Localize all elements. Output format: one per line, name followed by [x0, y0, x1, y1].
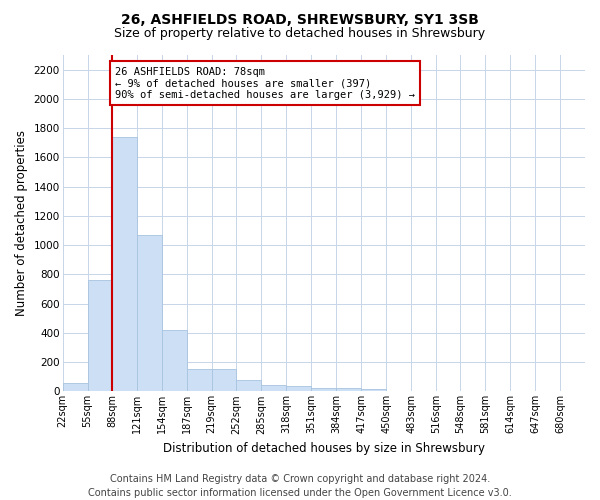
Bar	[137, 235, 163, 392]
Text: 26, ASHFIELDS ROAD, SHREWSBURY, SY1 3SB: 26, ASHFIELDS ROAD, SHREWSBURY, SY1 3SB	[121, 12, 479, 26]
Text: Size of property relative to detached houses in Shrewsbury: Size of property relative to detached ho…	[115, 28, 485, 40]
Bar	[286, 386, 311, 392]
Text: 26 ASHFIELDS ROAD: 78sqm
← 9% of detached houses are smaller (397)
90% of semi-d: 26 ASHFIELDS ROAD: 78sqm ← 9% of detache…	[115, 66, 415, 100]
Bar	[62, 384, 88, 392]
Bar	[187, 368, 212, 392]
Bar	[311, 388, 336, 392]
Bar	[212, 368, 236, 392]
Bar	[262, 385, 286, 392]
Bar	[163, 330, 187, 392]
Text: Contains HM Land Registry data © Crown copyright and database right 2024.
Contai: Contains HM Land Registry data © Crown c…	[88, 474, 512, 498]
Bar	[361, 389, 386, 392]
Bar	[236, 380, 262, 392]
X-axis label: Distribution of detached houses by size in Shrewsbury: Distribution of detached houses by size …	[163, 442, 485, 455]
Bar	[88, 280, 112, 392]
Y-axis label: Number of detached properties: Number of detached properties	[15, 130, 28, 316]
Bar	[336, 388, 361, 392]
Bar	[112, 137, 137, 392]
